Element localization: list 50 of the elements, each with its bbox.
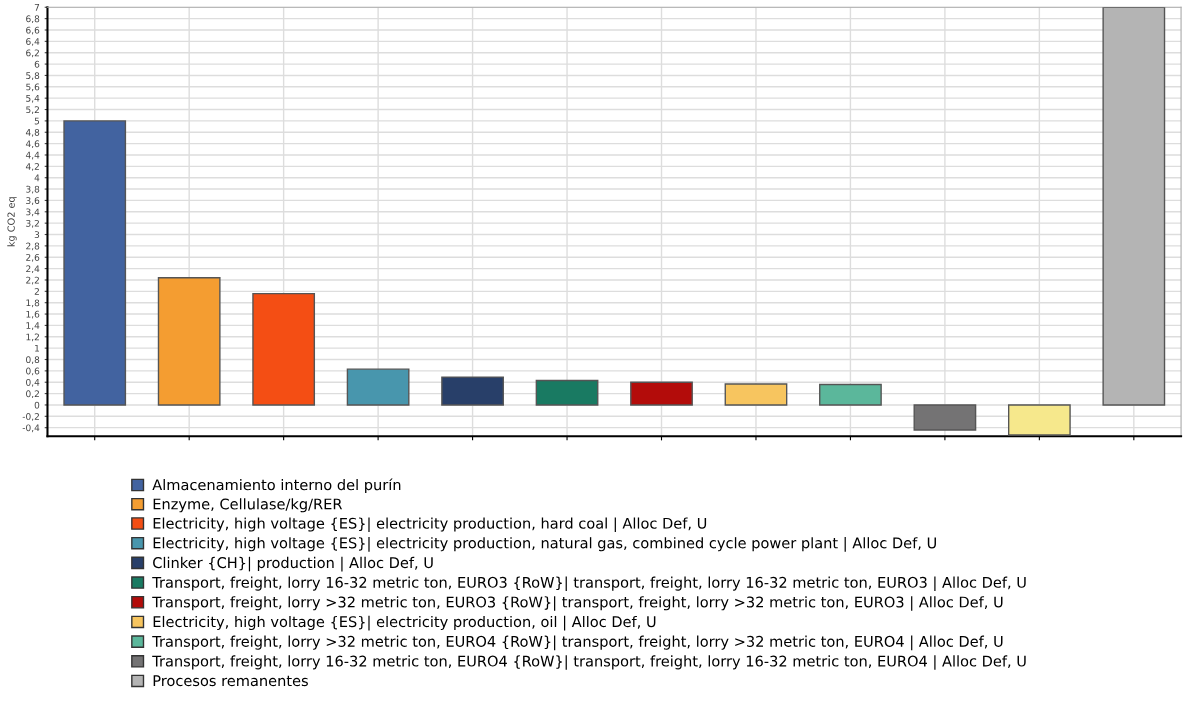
y-tick-label: 4 bbox=[34, 174, 40, 182]
legend-label: Electricity, high voltage {ES}| electricity production, hard coal | Alloc Def, U bbox=[153, 517, 707, 533]
legend-label: Electricity, high voltage {ES}| electricity production, oil | Alloc Def, U bbox=[153, 615, 656, 631]
legend-label: Transport, freight, lorry >32 metric ton, EURO3 {RoW}| transport, freight, lorry >32 metric ton, EURO3 | Alloc Def, U bbox=[152, 596, 1003, 611]
y-tick-label: 5,6 bbox=[26, 83, 40, 92]
y-tick-label: -0,2 bbox=[22, 413, 39, 421]
y-tick-label: 6 bbox=[34, 60, 40, 68]
y-tick-label: 1,4 bbox=[26, 322, 40, 330]
legend-label: Procesos remanentes bbox=[153, 675, 308, 687]
y-tick-label: 4,8 bbox=[25, 128, 40, 137]
y-tick-label: 0,6 bbox=[26, 367, 40, 376]
legend-label: Transport, freight, lorry 16-32 metric ton, EURO3 {RoW}| transport, freight, lorry 16-32 metric ton, EURO3 | Alloc Def, U bbox=[152, 576, 1026, 592]
y-tick-label: 3,8 bbox=[26, 185, 40, 194]
y-tick-label: 4,2 bbox=[25, 163, 39, 171]
y-tick-label: 5,2 bbox=[26, 106, 39, 115]
y-tick-label: 6,6 bbox=[26, 26, 40, 35]
y-tick-label: 2 bbox=[34, 288, 39, 295]
y-tick-label: 0,8 bbox=[26, 356, 40, 364]
y-tick-label: 5 bbox=[34, 117, 40, 125]
legend-label: Transport, freight, lorry >32 metric ton, EURO4 {RoW}| transport, freight, lorry >32 metric ton, EURO4 | Alloc Def, U bbox=[152, 635, 1003, 651]
y-tick-label: -0,4 bbox=[22, 424, 40, 433]
y-tick-label: 0,2 bbox=[26, 390, 39, 399]
y-tick-label: 2,2 bbox=[26, 276, 39, 285]
y-tick-label: 2,8 bbox=[26, 242, 40, 251]
y-tick-label: 1,2 bbox=[26, 333, 39, 342]
y-tick-label: 6,2 bbox=[26, 49, 39, 58]
legend-label: Transport, freight, lorry 16-32 metric ton, EURO4 {RoW}| transport, freight, lorry 16-32 metric ton, EURO4 | Alloc Def, U bbox=[152, 655, 1026, 670]
y-tick-label: 4,6 bbox=[25, 140, 40, 149]
y-tick-label: 0,4 bbox=[26, 378, 40, 387]
y-tick-label: 0 bbox=[34, 401, 40, 409]
y-tick-label: 1 bbox=[35, 344, 40, 352]
y-tick-label: 6,4 bbox=[26, 38, 40, 46]
y-tick-label: 5,4 bbox=[26, 95, 40, 103]
y-tick-label: 6,8 bbox=[26, 15, 40, 24]
y-tick-label: 2,4 bbox=[26, 265, 40, 274]
y-tick-label: 3,6 bbox=[26, 197, 40, 205]
y-tick-label: 2,6 bbox=[26, 253, 40, 262]
legend-label: Enzyme, Cellulase/kg/RER bbox=[153, 498, 343, 513]
y-tick-label: 7 bbox=[34, 4, 40, 11]
legend-label: Almacenamiento interno del purín bbox=[152, 478, 401, 494]
y-tick-label: 3,2 bbox=[26, 219, 39, 228]
y-tick-label: 5,8 bbox=[26, 72, 40, 80]
y-axis-title: kg CO2 eq bbox=[7, 197, 17, 247]
y-tick-label: 3 bbox=[34, 231, 40, 239]
legend-label: Electricity, high voltage {ES}| electricity production, natural gas, combined cycle power plant | Alloc Def, U bbox=[153, 537, 936, 552]
y-tick-label: 1,8 bbox=[26, 299, 40, 308]
y-tick-label: 4,4 bbox=[25, 151, 40, 160]
y-tick-label: 3,4 bbox=[26, 208, 40, 217]
y-tick-label: 1,6 bbox=[26, 310, 40, 319]
legend-label: Clinker {CH}| production | Alloc Def, U bbox=[153, 556, 433, 572]
